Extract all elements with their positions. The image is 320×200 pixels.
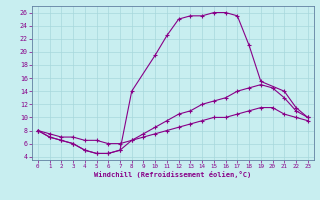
X-axis label: Windchill (Refroidissement éolien,°C): Windchill (Refroidissement éolien,°C) [94,171,252,178]
